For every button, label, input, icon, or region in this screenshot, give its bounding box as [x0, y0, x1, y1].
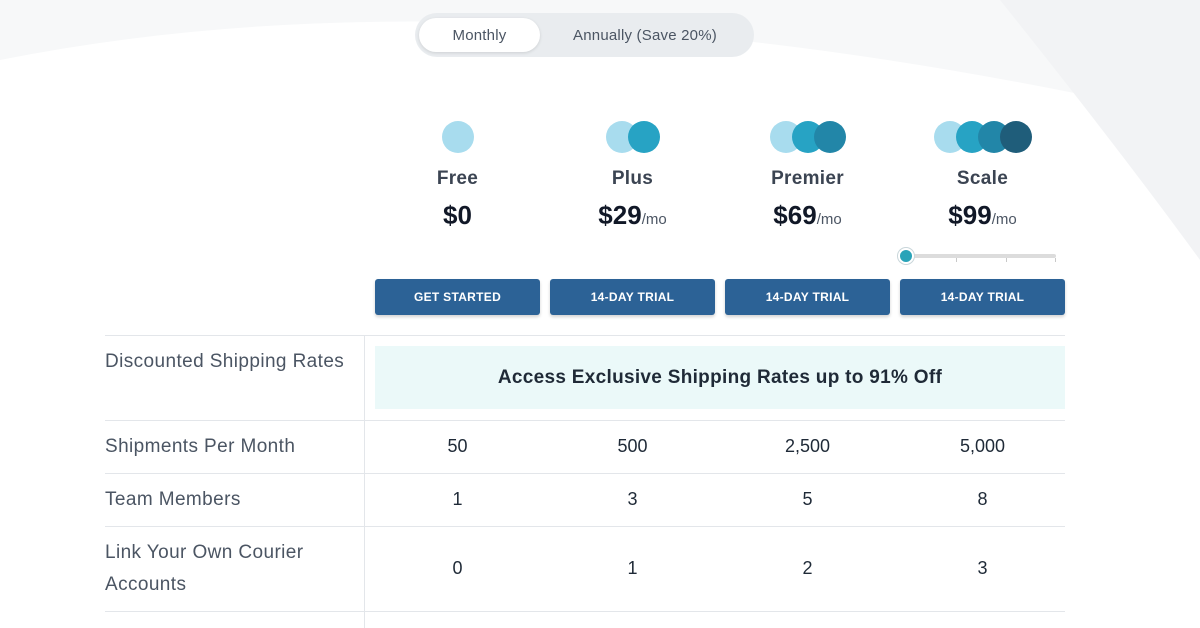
table-divider [105, 473, 1065, 474]
plan-name: Scale [956, 168, 1009, 189]
tier-dot [441, 121, 474, 153]
table-divider [105, 611, 1065, 612]
feature-label-team-members: Team Members [105, 489, 241, 510]
plan-tier-dots [375, 120, 540, 154]
plan-price: $29/mo [598, 200, 667, 230]
feature-label-shipments: Shipments Per Month [105, 436, 296, 457]
feature-label-courier-accounts: Link Your Own Courier Accounts [105, 542, 304, 595]
table-divider [105, 335, 1065, 336]
table-cell: 3 [627, 489, 638, 509]
table-cell: 0 [452, 558, 463, 578]
slider-thumb[interactable] [898, 248, 914, 264]
slider-tick [1055, 258, 1056, 262]
plan-price: $99/mo [948, 200, 1017, 230]
plan-tier-dots [900, 120, 1065, 154]
table-cell: 5 [802, 489, 813, 509]
monthly-option[interactable]: Monthly [419, 18, 540, 52]
plan-free: Free $0 [375, 120, 540, 231]
table-cell: 500 [617, 436, 648, 456]
table-cell: 8 [977, 489, 988, 509]
plan-price: $0 [443, 200, 472, 230]
annual-option[interactable]: Annually (Save 20%) [573, 26, 717, 44]
table-cell: 50 [447, 436, 468, 456]
table-cell: 2,500 [784, 436, 831, 456]
scale-trial-button[interactable]: 14-DAY TRIAL [900, 279, 1065, 315]
tier-dot [999, 121, 1032, 153]
table-cell: 5,000 [959, 436, 1006, 456]
table-cell: 1 [627, 558, 638, 578]
plan-tier-dots [550, 120, 715, 154]
slider-track[interactable] [906, 254, 1056, 258]
table-cell: 3 [977, 558, 988, 578]
table-divider [105, 526, 1065, 527]
table-divider [105, 420, 1065, 421]
feature-label-discounted-shipping: Discounted Shipping Rates [105, 351, 345, 372]
tier-dot [813, 121, 846, 153]
plan-scale: Scale $99/mo [900, 120, 1065, 231]
table-column-divider [364, 336, 365, 628]
scale-tier-slider[interactable] [898, 247, 1060, 265]
get-started-button[interactable]: GET STARTED [375, 279, 540, 315]
premier-trial-button[interactable]: 14-DAY TRIAL [725, 279, 890, 315]
plus-trial-button[interactable]: 14-DAY TRIAL [550, 279, 715, 315]
plan-price: $69/mo [773, 200, 842, 230]
table-cell: 2 [802, 558, 813, 578]
billing-toggle: Monthly Annually (Save 20%) [415, 13, 754, 57]
slider-tick [1006, 258, 1007, 262]
plan-tier-dots [725, 120, 890, 154]
slider-tick [956, 258, 957, 262]
table-cell: 1 [452, 489, 463, 509]
shipping-rates-banner: Access Exclusive Shipping Rates up to 91… [375, 346, 1065, 409]
plan-name: Free [436, 168, 479, 189]
plan-name: Premier [771, 168, 844, 189]
plan-name: Plus [611, 168, 654, 189]
tier-dot [627, 121, 660, 153]
plan-premier: Premier $69/mo [725, 120, 890, 231]
plan-plus: Plus $29/mo [550, 120, 715, 231]
